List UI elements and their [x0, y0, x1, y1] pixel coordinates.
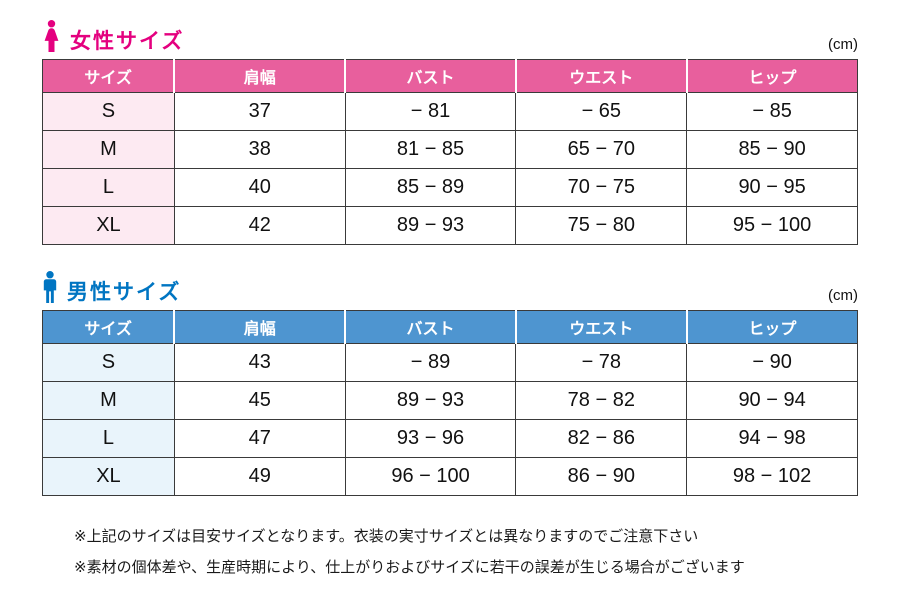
men-section-header: 男性サイズ (cm) [42, 271, 858, 303]
women-unit-label: (cm) [828, 36, 858, 53]
table-row: S 37− 81− 65− 85 [42, 92, 858, 131]
col-header-bust: バスト [344, 59, 517, 93]
measure-cell: 94 − 98 [686, 419, 858, 458]
women-header-row: サイズ 肩幅 バスト ウエスト ヒップ [42, 59, 858, 93]
women-section-title: 女性サイズ [70, 30, 185, 53]
size-label-cell: M [42, 381, 175, 420]
note-line-1: ※上記のサイズは目安サイズとなります。衣装の実寸サイズとは異なりますのでご注意下… [74, 528, 699, 545]
measure-cell: 47 [173, 419, 346, 458]
measure-cell: − 85 [686, 92, 858, 131]
measure-cell: − 81 [344, 92, 517, 131]
men-table-body: S 43− 89− 78− 90 M 45 89 − 93 78 − 82 90 − 94 L… [42, 343, 858, 496]
measure-cell: 43 [173, 343, 346, 382]
col-header-hip: ヒップ [686, 310, 858, 344]
table-row: M 45 89 − 93 78 − 82 90 − 94 [42, 381, 858, 420]
measure-cell: − 89 [344, 343, 517, 382]
table-row: XL 49 96 − 100 86 − 90 98 − 102 [42, 457, 858, 496]
measure-cell: 85 − 89 [344, 168, 517, 207]
woman-icon [42, 20, 61, 52]
size-label-cell: L [42, 419, 175, 458]
measure-cell: 78 − 82 [515, 381, 688, 420]
measure-cell: 86 − 90 [515, 457, 688, 496]
measure-cell: 96 − 100 [344, 457, 517, 496]
col-header-size: サイズ [42, 310, 176, 344]
measure-cell: 93 − 96 [344, 419, 517, 458]
col-header-shoulder: 肩幅 [173, 310, 347, 344]
women-section-header: 女性サイズ (cm) [42, 20, 858, 52]
table-row: M 38 81 − 85 65 − 70 85 − 90 [42, 130, 858, 169]
measure-cell: 90 − 95 [686, 168, 858, 207]
size-label-cell: L [42, 168, 175, 207]
measure-cell: 37 [173, 92, 346, 131]
table-row: L 47 93 − 96 82 − 86 94 − 98 [42, 419, 858, 458]
measure-cell: 38 [173, 130, 346, 169]
men-size-section: 男性サイズ (cm) サイズ 肩幅 バスト ウエスト ヒップ S 43− 89− … [42, 271, 858, 496]
col-header-waist: ウエスト [515, 59, 688, 93]
measure-cell: 45 [173, 381, 346, 420]
table-row: XL 42 89 − 93 75 − 80 95 − 100 [42, 206, 858, 245]
measure-cell: 75 − 80 [515, 206, 688, 245]
measure-cell: 70 − 75 [515, 168, 688, 207]
table-row: L 40 85 − 89 70 − 75 90 − 95 [42, 168, 858, 207]
measure-cell: 89 − 93 [344, 381, 517, 420]
measure-cell: 95 − 100 [686, 206, 858, 245]
man-icon [42, 271, 58, 303]
size-label-cell: XL [42, 206, 175, 245]
men-size-table: サイズ 肩幅 バスト ウエスト ヒップ S 43− 89− 78− 90 M 45 89… [42, 310, 858, 496]
measure-cell: 40 [173, 168, 346, 207]
size-label-cell: S [42, 92, 175, 131]
size-label-cell: XL [42, 457, 175, 496]
measure-cell: 89 − 93 [344, 206, 517, 245]
col-header-shoulder: 肩幅 [173, 59, 347, 93]
measure-cell: 81 − 85 [344, 130, 517, 169]
col-header-waist: ウエスト [515, 310, 688, 344]
men-unit-label: (cm) [828, 287, 858, 304]
men-section-title: 男性サイズ [67, 281, 182, 304]
col-header-bust: バスト [344, 310, 517, 344]
measure-cell: − 78 [515, 343, 688, 382]
measure-cell: 42 [173, 206, 346, 245]
measure-cell: 90 − 94 [686, 381, 858, 420]
women-size-table: サイズ 肩幅 バスト ウエスト ヒップ S 37− 81− 65− 85 M 38 81… [42, 59, 858, 245]
table-row: S 43− 89− 78− 90 [42, 343, 858, 382]
measure-cell: − 65 [515, 92, 688, 131]
women-size-section: 女性サイズ (cm) サイズ 肩幅 バスト ウエスト ヒップ S 37− 81− … [42, 20, 858, 245]
women-table-body: S 37− 81− 65− 85 M 38 81 − 85 65 − 70 85 − 90 L… [42, 92, 858, 245]
measure-cell: 49 [173, 457, 346, 496]
size-label-cell: S [42, 343, 175, 382]
measure-cell: 65 − 70 [515, 130, 688, 169]
col-header-hip: ヒップ [686, 59, 858, 93]
size-label-cell: M [42, 130, 175, 169]
measure-cell: 82 − 86 [515, 419, 688, 458]
measure-cell: − 90 [686, 343, 858, 382]
notes: ※上記のサイズは目安サイズとなります。衣装の実寸サイズとは異なりますのでご注意下… [42, 526, 858, 579]
measure-cell: 85 − 90 [686, 130, 858, 169]
col-header-size: サイズ [42, 59, 176, 93]
measure-cell: 98 − 102 [686, 457, 858, 496]
note-line-2: ※素材の個体差や、生産時期により、仕上がりおよびサイズに若干の誤差が生じる場合が… [74, 558, 745, 576]
men-header-row: サイズ 肩幅 バスト ウエスト ヒップ [42, 310, 858, 344]
